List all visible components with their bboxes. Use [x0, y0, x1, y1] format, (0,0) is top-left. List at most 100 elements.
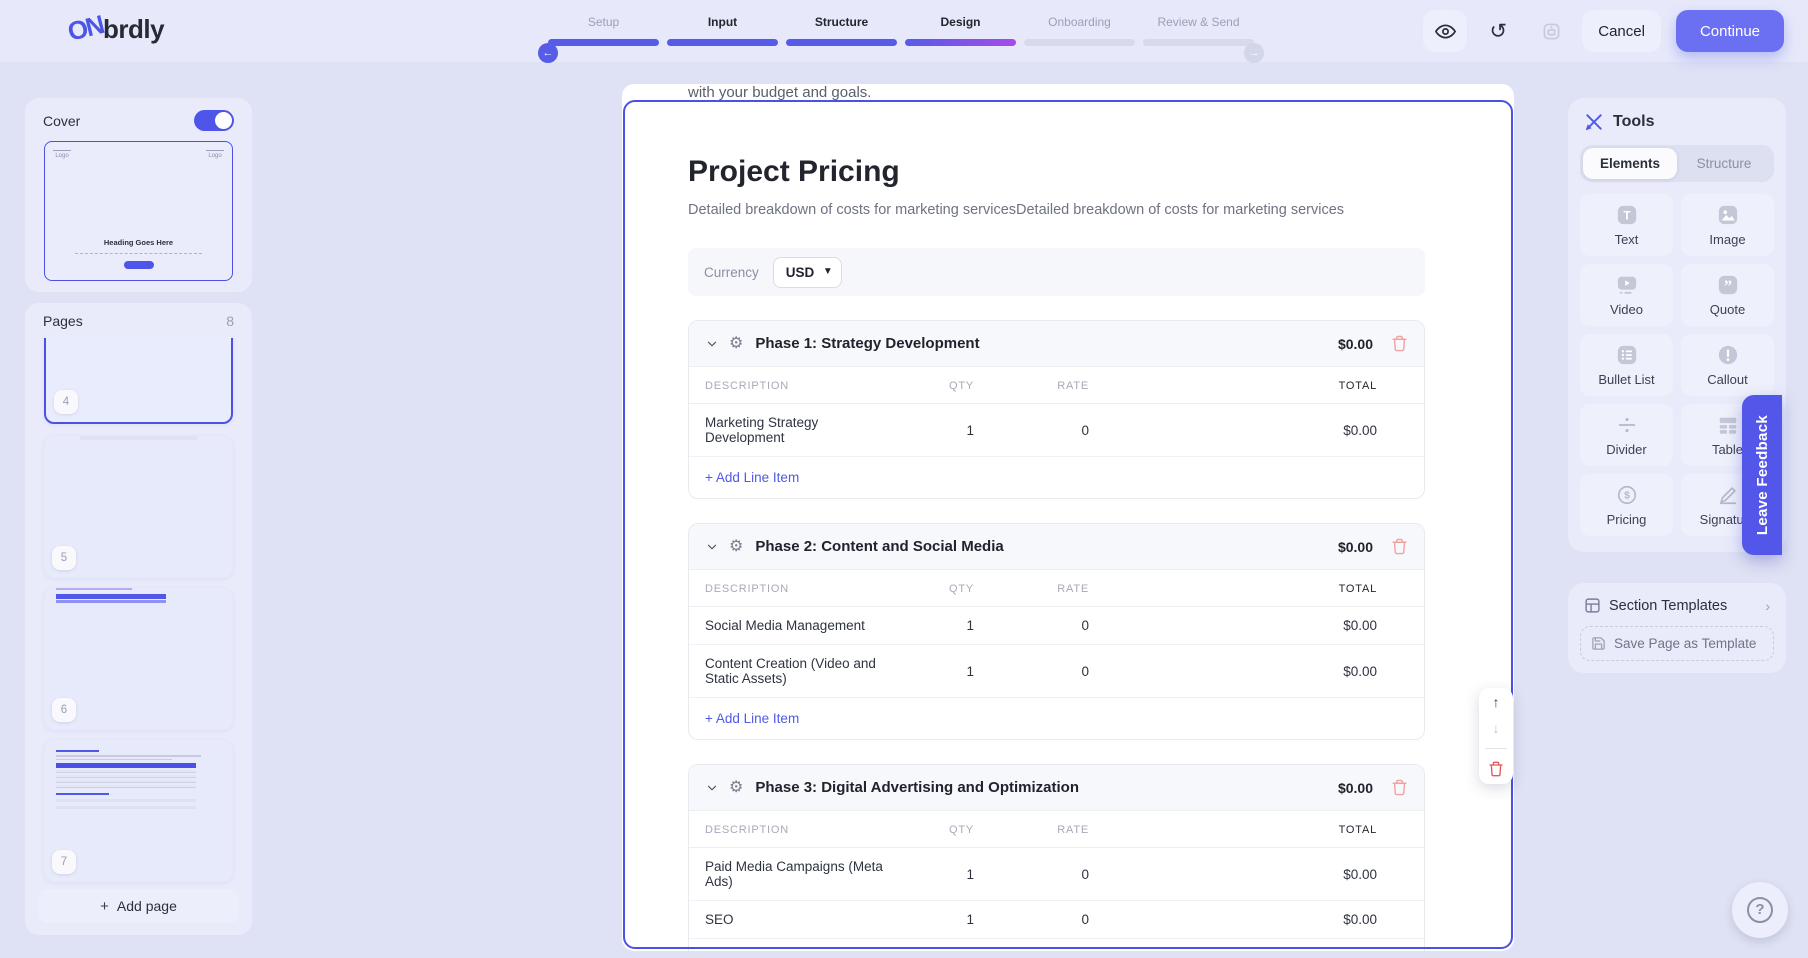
row-rate[interactable]: 0 — [1081, 663, 1089, 679]
step-design[interactable]: Design — [905, 13, 1016, 46]
step-review-send[interactable]: Review & Send → — [1143, 13, 1264, 63]
row-total: $0.00 — [1343, 663, 1377, 679]
row-qty[interactable]: 1 — [966, 422, 974, 438]
chevron-down-icon[interactable] — [705, 540, 719, 554]
row-rate[interactable]: 0 — [1081, 422, 1089, 438]
page-number-badge: 6 — [52, 698, 76, 722]
tile-text[interactable]: T Text — [1580, 194, 1673, 256]
page-thumbnail-7[interactable]: 7 — [44, 740, 233, 882]
page-subtitle[interactable]: Detailed breakdown of costs for marketin… — [688, 202, 1345, 218]
row-description[interactable]: Content Creation (Video and Static Asset… — [705, 656, 876, 686]
tab-structure[interactable]: Structure — [1696, 156, 1752, 171]
column-description: DESCRIPTION — [705, 380, 789, 392]
page-thumbnail-4[interactable]: 4 — [44, 338, 233, 424]
add-page-label: Add page — [116, 898, 177, 914]
cover-toggle[interactable] — [194, 110, 234, 131]
table-row[interactable]: Content Creation (Video and Static Asset… — [689, 645, 1424, 698]
save-page-as-template-button[interactable]: Save Page as Template — [1580, 626, 1774, 661]
thumbnail-button-placeholder — [123, 261, 154, 269]
step-structure[interactable]: Structure — [786, 13, 897, 46]
move-up-icon[interactable]: ↑ — [1492, 694, 1500, 710]
page-thumbnail-6[interactable]: 6 — [44, 588, 233, 730]
add-page-button[interactable]: + Add page — [38, 889, 239, 923]
row-rate[interactable]: 0 — [1081, 618, 1089, 633]
continue-button[interactable]: Continue — [1675, 10, 1784, 52]
delete-section-icon[interactable] — [1391, 335, 1408, 352]
column-total: TOTAL — [1338, 583, 1377, 595]
pages-count: 8 — [226, 313, 234, 329]
section-title[interactable]: Phase 3: Digital Advertising and Optimiz… — [755, 779, 1080, 796]
svg-text:”: ” — [1723, 276, 1731, 295]
table-row[interactable]: Email Marketing 1 0 $0.00 — [689, 939, 1424, 951]
tile-divider[interactable]: Divider — [1580, 404, 1673, 466]
delete-section-icon[interactable] — [1391, 779, 1408, 796]
undo-button[interactable]: ↺ — [1476, 10, 1520, 52]
section-templates-row[interactable]: Section Templates › — [1580, 595, 1774, 616]
tile-pricing[interactable]: $ Pricing — [1580, 474, 1673, 536]
row-description[interactable]: Social Media Management — [705, 618, 865, 633]
gear-icon[interactable]: ⚙ — [729, 778, 744, 796]
chevron-down-icon[interactable] — [705, 337, 719, 351]
section-templates-label: Section Templates — [1609, 597, 1728, 614]
move-down-icon[interactable]: ↓ — [1492, 720, 1500, 737]
table-row[interactable]: Marketing Strategy Development 1 0 $0.00 — [689, 404, 1424, 457]
chevron-down-icon[interactable] — [705, 781, 719, 795]
add-line-item-button[interactable]: + Add Line Item — [705, 470, 800, 485]
gear-icon[interactable]: ⚙ — [729, 334, 744, 352]
delete-section-icon[interactable] — [1391, 538, 1408, 555]
row-qty[interactable]: 1 — [966, 663, 974, 679]
help-button[interactable]: ? — [1732, 882, 1788, 938]
row-description[interactable]: Email Marketing — [705, 950, 899, 951]
row-description[interactable]: Marketing Strategy Development — [705, 415, 819, 445]
pages-scroll-area[interactable]: 4 5 6 — [25, 338, 252, 887]
divider-icon — [1616, 414, 1638, 436]
add-line-item-button[interactable]: + Add Line Item — [705, 711, 800, 726]
page-thumbnail-5[interactable]: 5 — [44, 436, 233, 578]
table-column-headers: DESCRIPTION QTY RATE TOTAL — [689, 570, 1424, 607]
table-row[interactable]: Social Media Management 1 0 $0.00 — [689, 607, 1424, 645]
tile-video[interactable]: Video — [1580, 264, 1673, 326]
row-description[interactable]: SEO — [705, 912, 734, 927]
delete-page-icon[interactable] — [1488, 761, 1504, 777]
pricing-section-header[interactable]: ⚙ Phase 2: Content and Social Media $0.0… — [689, 524, 1424, 570]
stepper-forward-button[interactable]: → — [1244, 43, 1264, 63]
stepper-back-button[interactable]: ← — [538, 43, 558, 63]
tile-quote[interactable]: ” Quote — [1681, 264, 1774, 326]
save-button[interactable] — [1529, 10, 1573, 52]
step-setup[interactable]: Setup — [548, 13, 659, 46]
column-rate: RATE — [1057, 380, 1089, 392]
row-qty[interactable]: 1 — [966, 618, 974, 633]
preview-button[interactable] — [1423, 10, 1468, 52]
step-input[interactable]: Input — [667, 13, 778, 46]
pricing-section-header[interactable]: ⚙ Phase 1: Strategy Development $0.00 — [689, 321, 1424, 367]
row-qty[interactable]: 1 — [899, 950, 974, 951]
currency-bar: Currency USD ▼ — [688, 248, 1425, 296]
currency-select[interactable]: USD — [772, 256, 842, 288]
section-title[interactable]: Phase 2: Content and Social Media — [755, 538, 1004, 555]
row-description[interactable]: Paid Media Campaigns (Meta Ads) — [705, 859, 883, 889]
table-row[interactable]: SEO 1 0 $0.00 — [689, 901, 1424, 939]
column-description: DESCRIPTION — [705, 824, 789, 836]
row-total: $0.00 — [1343, 866, 1377, 882]
pricing-section-header[interactable]: ⚙ Phase 3: Digital Advertising and Optim… — [689, 765, 1424, 811]
document-canvas[interactable]: with your budget and goals. Project Pric… — [622, 84, 1514, 951]
callout-icon — [1717, 344, 1739, 366]
table-column-headers: DESCRIPTION QTY RATE TOTAL — [689, 811, 1424, 848]
leave-feedback-button[interactable]: Leave Feedback — [1742, 395, 1782, 555]
table-row[interactable]: Paid Media Campaigns (Meta Ads) 1 0 $0.0… — [689, 848, 1424, 901]
row-rate[interactable]: 0 — [1081, 866, 1089, 882]
tile-callout[interactable]: Callout — [1681, 334, 1774, 396]
cancel-button[interactable]: Cancel — [1582, 10, 1661, 52]
row-rate[interactable]: 0 — [1081, 912, 1089, 927]
row-rate[interactable]: 0 — [974, 950, 1089, 951]
tab-elements[interactable]: Elements — [1583, 148, 1677, 179]
page-title[interactable]: Project Pricing — [688, 155, 900, 188]
tile-image[interactable]: Image — [1681, 194, 1774, 256]
step-onboarding[interactable]: Onboarding — [1024, 13, 1135, 46]
row-qty[interactable]: 1 — [966, 866, 974, 882]
gear-icon[interactable]: ⚙ — [729, 537, 744, 555]
section-title[interactable]: Phase 1: Strategy Development — [755, 335, 980, 352]
cover-thumbnail[interactable]: Logo Logo Heading Goes Here — [44, 141, 233, 281]
tile-bullet-list[interactable]: Bullet List — [1580, 334, 1673, 396]
row-qty[interactable]: 1 — [966, 912, 974, 927]
